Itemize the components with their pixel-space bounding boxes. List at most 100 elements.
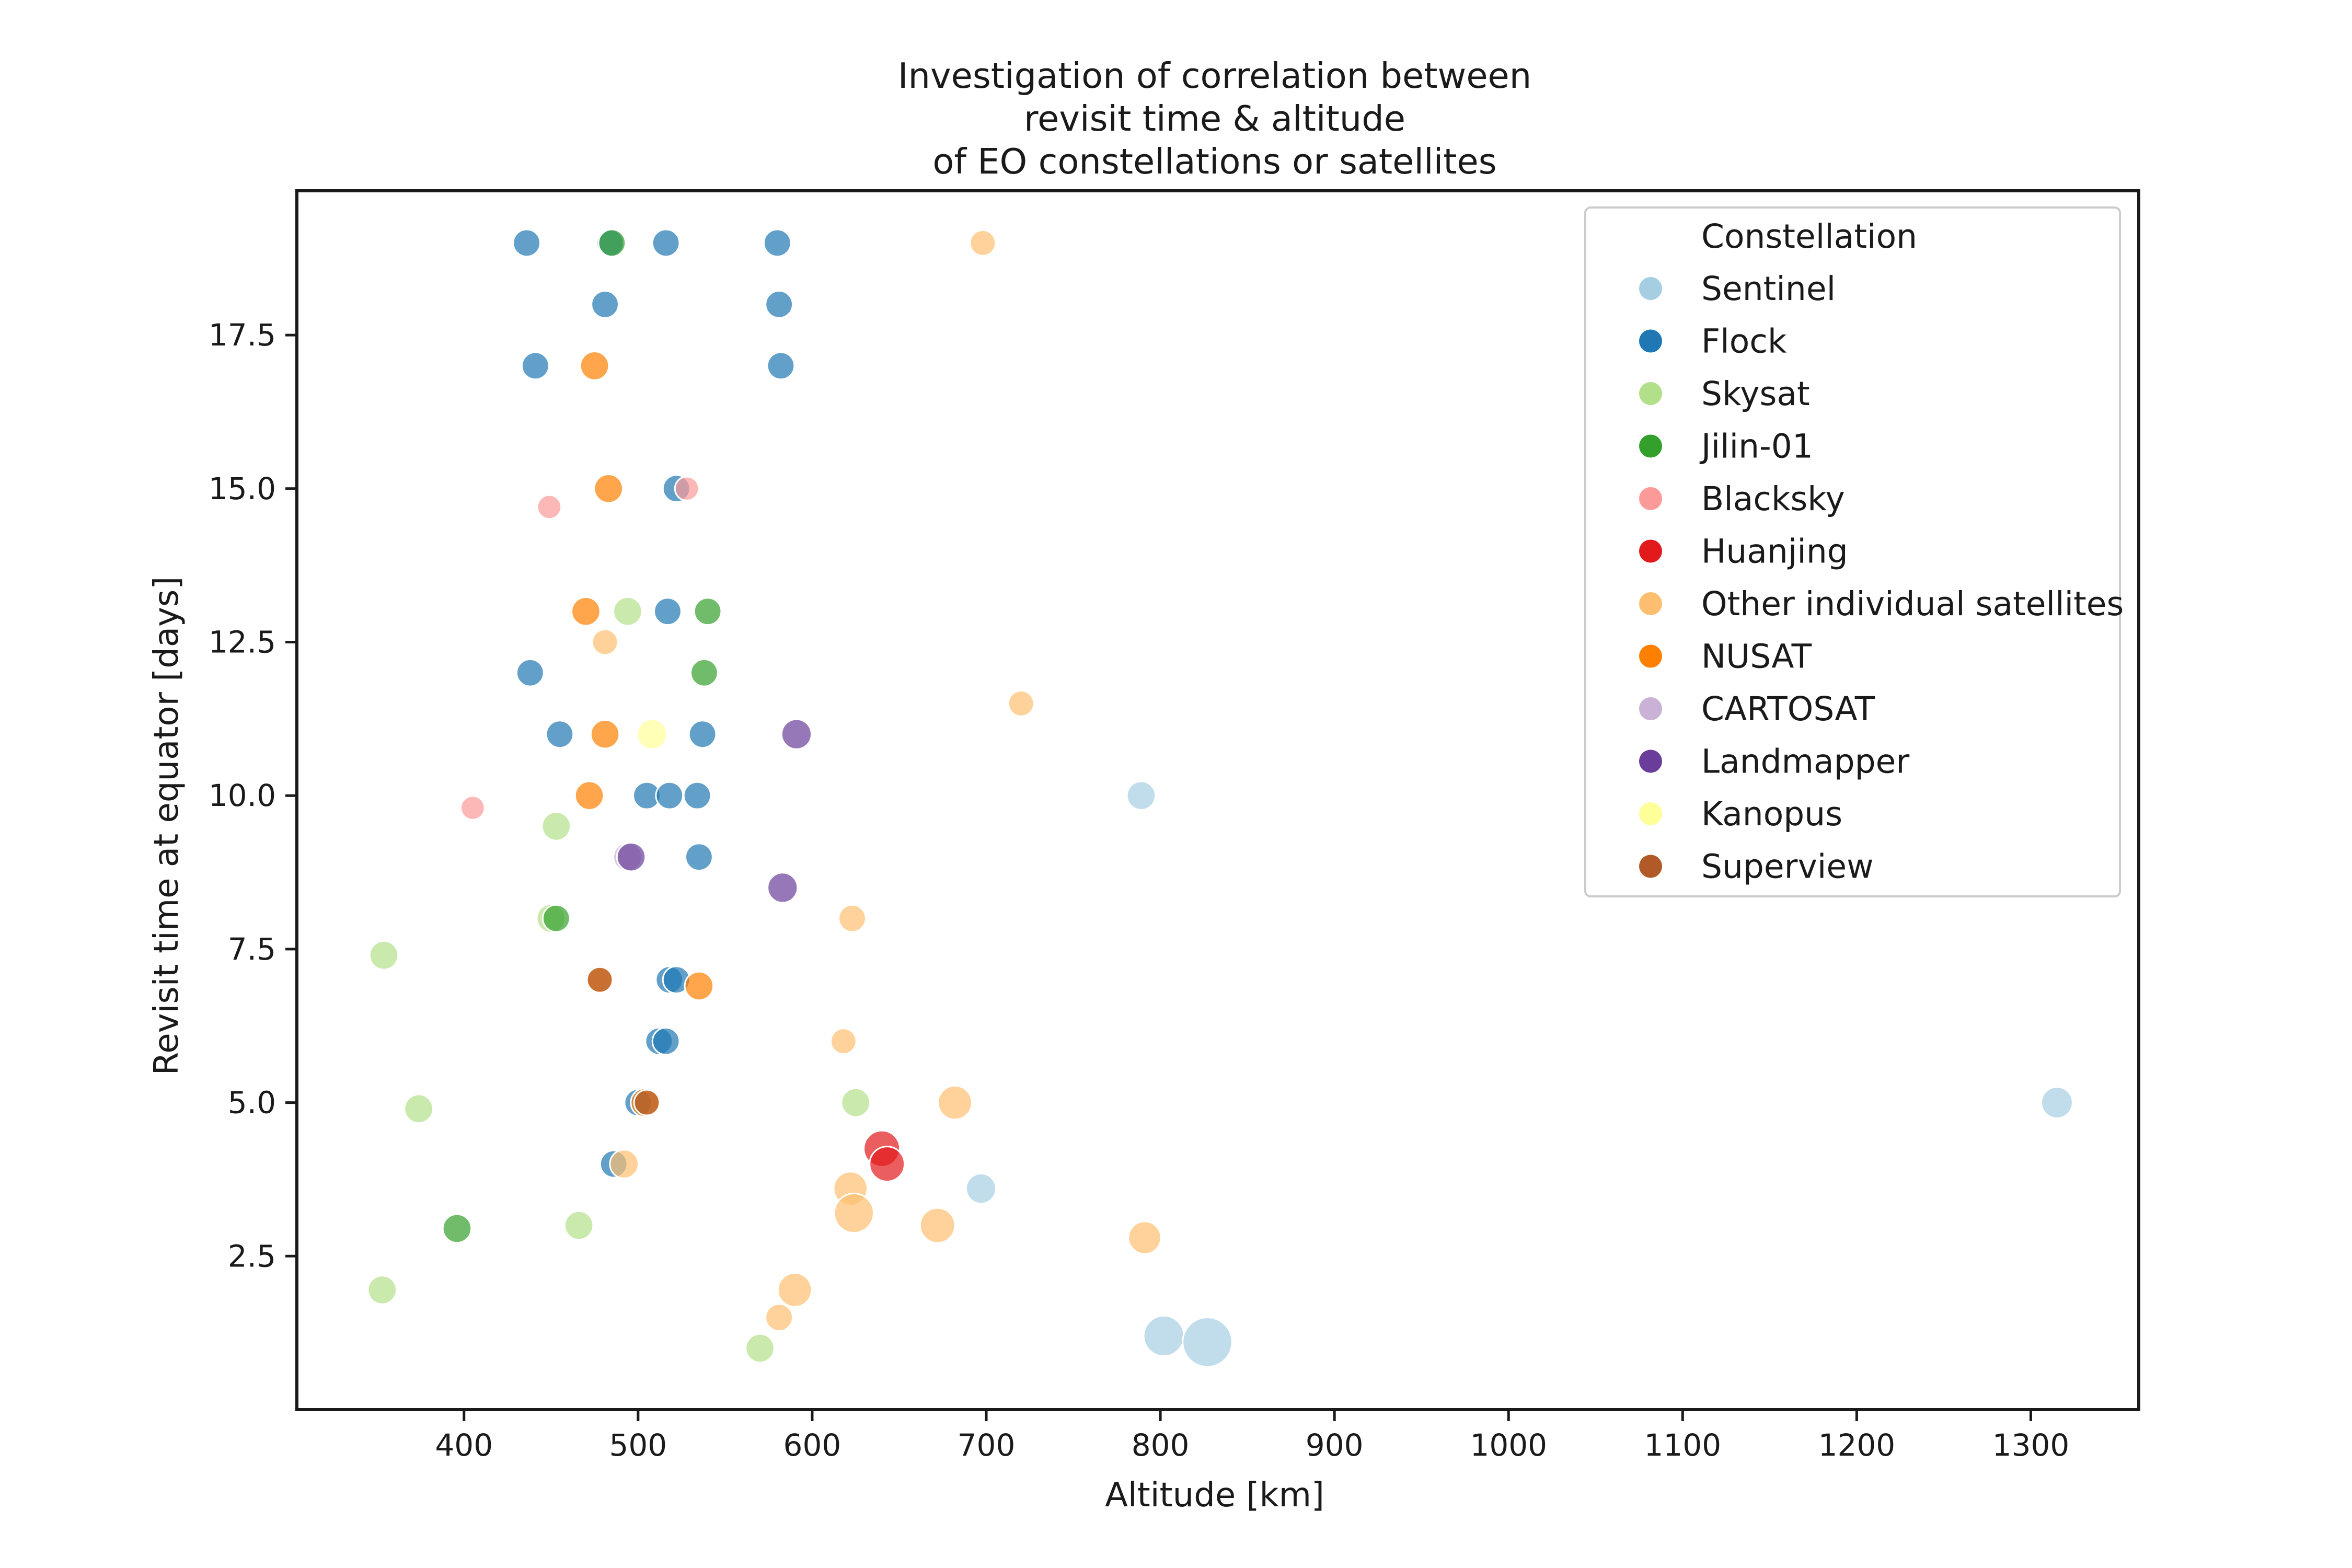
data-point xyxy=(840,1087,871,1118)
legend-marker xyxy=(1639,802,1662,825)
data-point xyxy=(545,720,574,749)
legend-marker xyxy=(1639,382,1662,405)
data-point xyxy=(1126,780,1157,811)
x-tick-label: 1300 xyxy=(1992,1427,2070,1463)
data-point xyxy=(515,658,545,687)
legend-marker xyxy=(1639,592,1662,615)
data-point xyxy=(633,1089,661,1116)
data-point xyxy=(460,795,486,821)
legend-marker xyxy=(1639,487,1662,510)
data-point xyxy=(1007,690,1035,717)
data-point xyxy=(688,720,717,749)
data-point xyxy=(869,1146,906,1183)
legend-label: Huanjing xyxy=(1701,533,1848,571)
x-tick-label: 500 xyxy=(609,1427,667,1463)
x-tick-label: 600 xyxy=(783,1427,841,1463)
data-point xyxy=(777,1272,813,1308)
legend-marker xyxy=(1639,750,1662,773)
data-point xyxy=(685,843,713,872)
legend-label: Skysat xyxy=(1701,375,1810,413)
data-point xyxy=(636,718,668,750)
data-point xyxy=(690,658,719,687)
legend: Constellation Sentinel Flock Skysat Jilin-0… xyxy=(1584,206,2124,897)
data-point xyxy=(653,597,682,626)
data-point xyxy=(693,597,722,626)
legend-marker xyxy=(1639,277,1662,300)
data-point xyxy=(563,1210,594,1241)
data-point xyxy=(574,780,605,811)
data-point xyxy=(590,719,620,750)
data-point xyxy=(616,841,647,872)
data-point xyxy=(2040,1086,2073,1120)
legend-marker xyxy=(1639,329,1662,353)
y-tick-label: 7.5 xyxy=(228,931,276,967)
data-point xyxy=(674,476,700,502)
data-point xyxy=(765,290,794,319)
legend-label: CARTOSAT xyxy=(1701,690,1875,728)
data-point xyxy=(442,1213,472,1244)
data-point xyxy=(838,904,867,933)
data-point xyxy=(965,1172,997,1205)
data-point xyxy=(969,229,997,257)
legend-marker xyxy=(1639,855,1662,878)
data-point xyxy=(765,1303,794,1332)
plot-area-frame xyxy=(295,189,2140,1411)
data-point xyxy=(683,781,712,810)
data-point xyxy=(367,1275,398,1305)
data-points xyxy=(367,228,2073,1368)
data-point xyxy=(767,872,799,904)
y-tick-label: 10.0 xyxy=(209,778,276,813)
data-point xyxy=(613,596,643,627)
y-tick-label: 12.5 xyxy=(209,624,276,660)
data-point xyxy=(1127,1220,1162,1255)
data-point xyxy=(579,351,610,381)
data-point xyxy=(536,494,562,520)
legend-label: Landmapper xyxy=(1701,743,1909,781)
data-point xyxy=(651,228,681,258)
x-tick-label: 700 xyxy=(958,1427,1016,1463)
legend-label: Other individual satellites xyxy=(1701,585,2124,623)
legend-label: Superview xyxy=(1701,848,1874,886)
legend-label: Jilin-01 xyxy=(1699,428,1813,466)
chart-title-line-3: of EO constellations or satellites xyxy=(932,141,1496,182)
data-point xyxy=(833,1192,874,1234)
data-point xyxy=(593,473,624,504)
data-point xyxy=(368,940,399,971)
legend-title: Constellation xyxy=(1701,217,1917,256)
data-point xyxy=(780,718,813,750)
data-point xyxy=(591,290,619,319)
legend-marker xyxy=(1639,539,1662,563)
data-point xyxy=(541,904,571,933)
x-tick-label: 900 xyxy=(1306,1427,1364,1463)
chart-title-line-1: Investigation of correlation between xyxy=(898,55,1532,96)
legend-marker xyxy=(1639,644,1662,668)
axis-ticks: 400 500 600 700 800 900 1000 1100 1200 1300 2.5 5.0… xyxy=(209,317,2069,1463)
data-point xyxy=(591,628,619,656)
y-tick-label: 2.5 xyxy=(228,1238,276,1274)
x-tick-label: 400 xyxy=(435,1427,493,1463)
data-point xyxy=(763,228,792,258)
data-point xyxy=(655,781,684,810)
data-point xyxy=(521,351,550,381)
x-tick-label: 800 xyxy=(1132,1427,1190,1463)
data-point xyxy=(829,1028,857,1055)
x-tick-label: 1100 xyxy=(1644,1427,1722,1463)
data-point xyxy=(541,811,572,841)
legend-label: Blacksky xyxy=(1701,480,1845,518)
data-point xyxy=(403,1093,434,1124)
legend-marker xyxy=(1639,434,1662,458)
data-point xyxy=(512,228,541,258)
x-tick-label: 1000 xyxy=(1470,1427,1547,1463)
legend-label: Kanopus xyxy=(1701,795,1842,833)
y-tick-label: 17.5 xyxy=(209,317,276,353)
legend-label: Flock xyxy=(1701,322,1787,361)
data-point xyxy=(937,1085,973,1121)
legend-label: NUSAT xyxy=(1701,638,1812,676)
data-point xyxy=(919,1207,956,1244)
data-point xyxy=(1182,1316,1233,1368)
y-axis-label: Revisit time at equator [days] xyxy=(147,577,186,1075)
y-tick-label: 5.0 xyxy=(228,1085,276,1121)
legend-marker xyxy=(1639,697,1662,720)
data-point xyxy=(586,966,614,994)
